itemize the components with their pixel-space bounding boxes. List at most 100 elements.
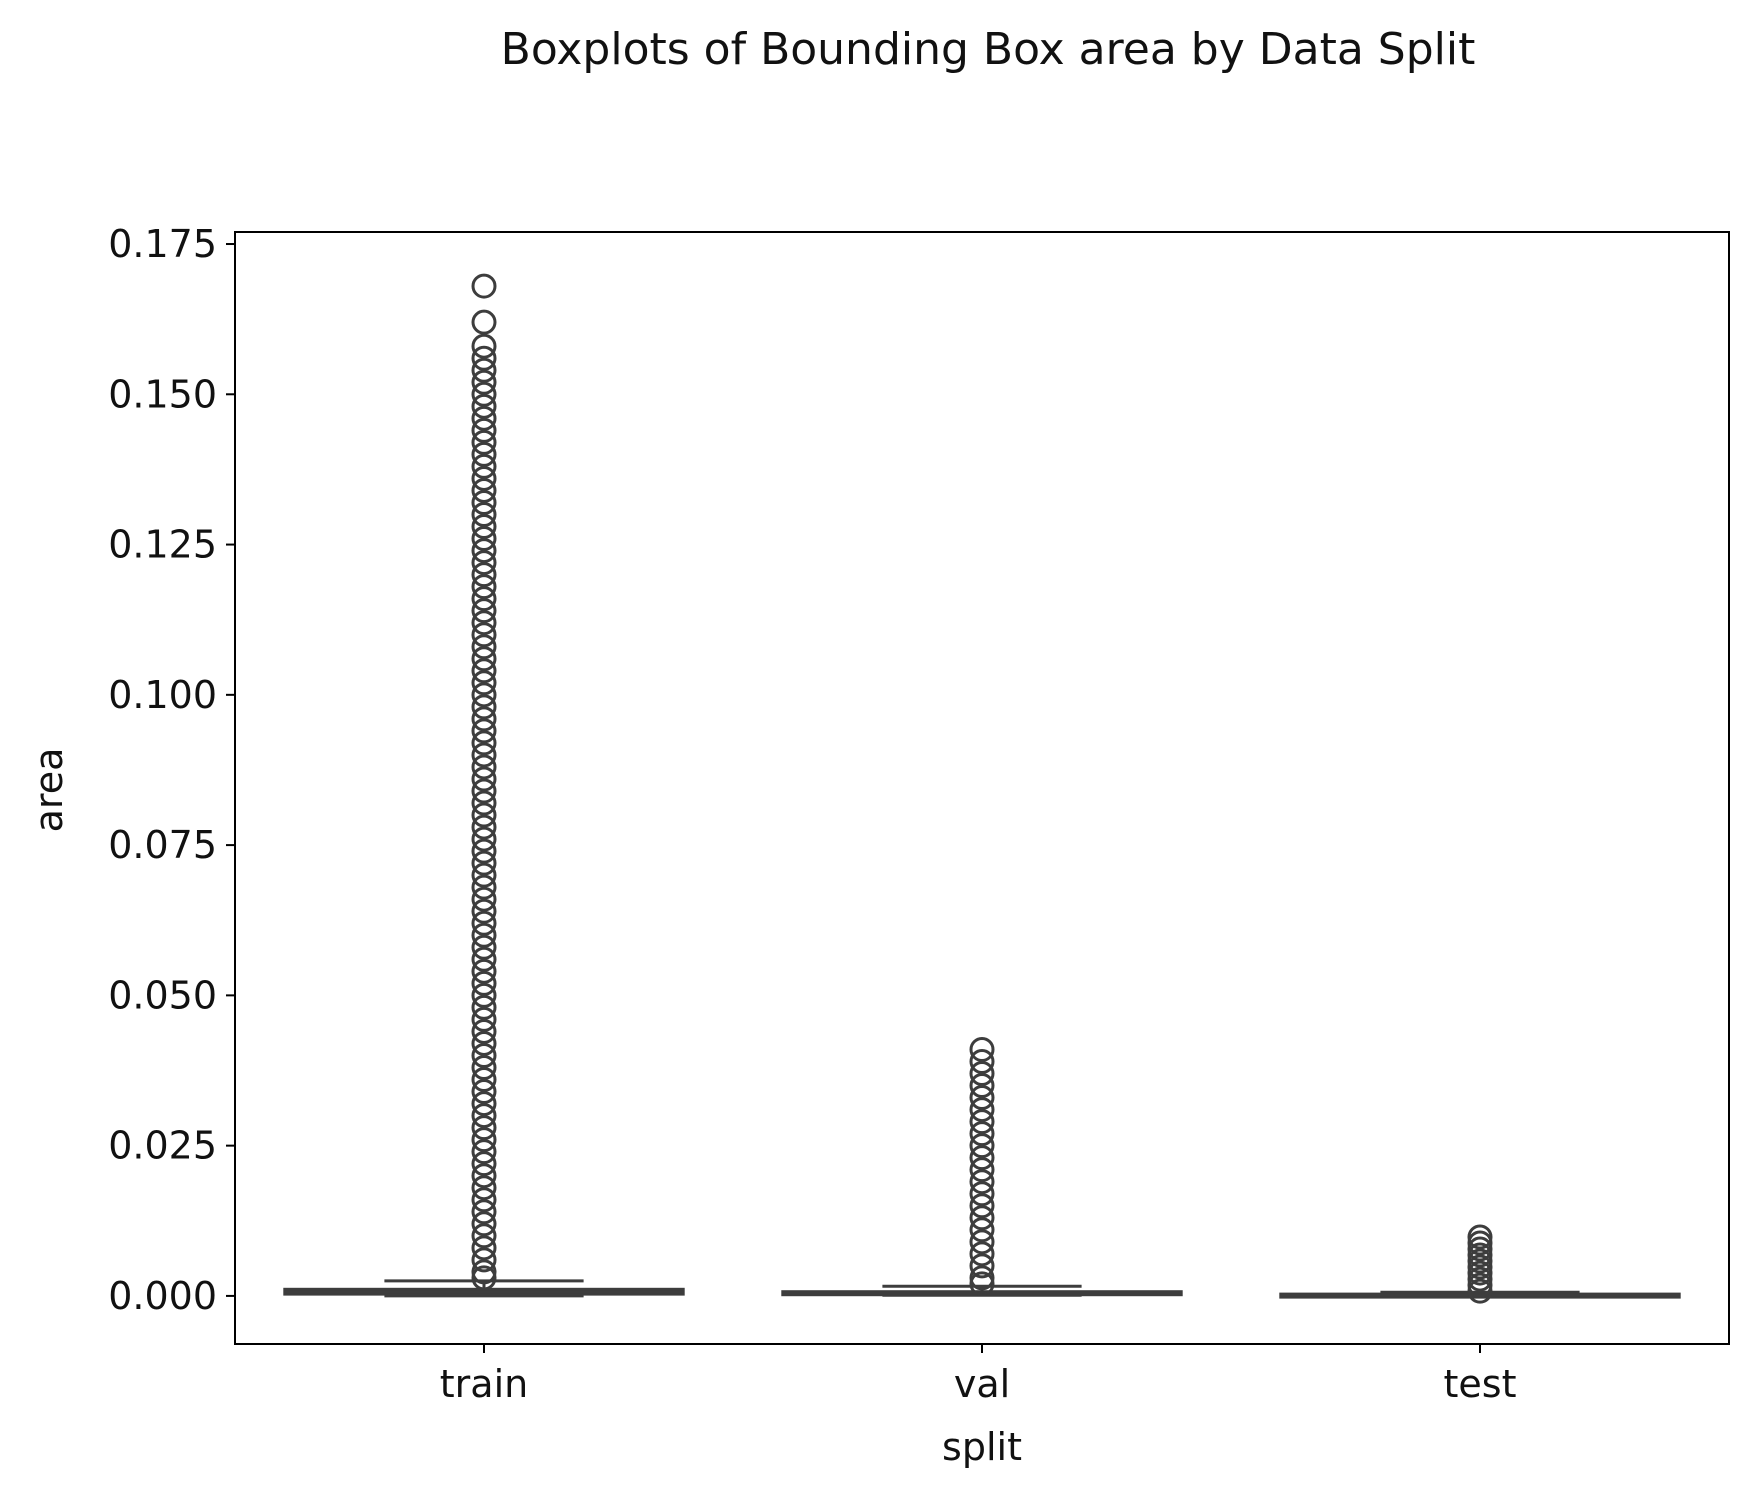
outlier-point [969, 1157, 995, 1183]
outlier-point [471, 1175, 497, 1201]
outlier-point [471, 489, 497, 515]
outlier-point [471, 706, 497, 732]
y-axis-label: area [27, 748, 71, 833]
outlier-point [471, 670, 497, 696]
box-test [1279, 1224, 1681, 1304]
outlier-point [471, 622, 497, 648]
outlier-point [471, 1018, 497, 1044]
outlier-point [471, 694, 497, 720]
plot-frame [234, 231, 1730, 1345]
outlier-point [969, 1097, 995, 1123]
outlier-point [471, 850, 497, 876]
outlier-point [471, 369, 497, 395]
outlier-point [471, 429, 497, 455]
outlier-point [471, 1115, 497, 1141]
outlier-point [471, 538, 497, 564]
outlier-point [471, 1067, 497, 1093]
outlier-point [471, 910, 497, 936]
y-tick-label: 0.150 [108, 372, 217, 416]
outlier-point [1467, 1248, 1493, 1274]
outlier-point [471, 1235, 497, 1261]
outlier-point [471, 754, 497, 780]
outlier-point [471, 994, 497, 1020]
outlier-point [471, 814, 497, 840]
outlier-point [969, 1217, 995, 1243]
outlier-point [471, 514, 497, 540]
outlier-point [471, 357, 497, 383]
outlier-point [471, 598, 497, 624]
outlier-point [471, 309, 497, 335]
outlier-point [969, 1205, 995, 1231]
outlier-point [471, 405, 497, 431]
outlier-point [969, 1036, 995, 1062]
y-axis: 0.000 0.025 0.050 0.075 0.100 0.125 0.150 0.175 [108, 222, 235, 1318]
outlier-point [969, 1253, 995, 1279]
outlier-point [471, 526, 497, 552]
outlier-point [1467, 1260, 1493, 1286]
y-tick-label: 0.000 [108, 1274, 217, 1318]
outlier-point [471, 838, 497, 864]
outlier-point [471, 465, 497, 491]
box-train [283, 273, 685, 1298]
outlier-point [1467, 1242, 1493, 1268]
x-axis-label: split [942, 1425, 1022, 1469]
outlier-point [471, 1247, 497, 1273]
outlier-point [969, 1229, 995, 1255]
outlier-point [969, 1133, 995, 1159]
outlier-point [471, 1163, 497, 1189]
outlier-point [471, 574, 497, 600]
outlier-point [471, 778, 497, 804]
outlier-point [471, 453, 497, 479]
outlier-point [471, 586, 497, 612]
chart-title: Boxplots of Bounding Box area by Data Sp… [501, 24, 1476, 75]
outlier-point [471, 1187, 497, 1213]
outlier-point [471, 417, 497, 443]
outlier-point [471, 862, 497, 888]
outlier-point [471, 718, 497, 744]
outlier-point [471, 333, 497, 359]
outlier-point [471, 1042, 497, 1068]
y-tick-label: 0.175 [108, 222, 217, 266]
outlier-point [471, 1055, 497, 1081]
outlier-point [471, 1079, 497, 1105]
outlier-point [969, 1265, 995, 1291]
x-tick-label: val [954, 1362, 1010, 1406]
outlier-point [471, 610, 497, 636]
outlier-point [471, 381, 497, 407]
outlier-point [471, 1127, 497, 1153]
outlier-point [471, 1103, 497, 1129]
outlier-point [471, 730, 497, 756]
outlier-point [471, 1199, 497, 1225]
outlier-point [969, 1271, 995, 1297]
y-tick-label: 0.050 [108, 973, 217, 1017]
outlier-point [969, 1169, 995, 1195]
outlier-point [969, 1145, 995, 1171]
y-tick-label: 0.100 [108, 673, 217, 717]
outlier-point [471, 1211, 497, 1237]
outlier-point [1467, 1230, 1493, 1256]
outlier-point [1467, 1254, 1493, 1280]
outlier-point [471, 477, 497, 503]
outlier-point [471, 898, 497, 924]
outlier-point [471, 802, 497, 828]
boxes-layer [283, 273, 1681, 1304]
outlier-point [471, 1091, 497, 1117]
outlier-point [969, 1121, 995, 1147]
outlier-point [471, 1139, 497, 1165]
outlier-point [471, 562, 497, 588]
outlier-point [471, 742, 497, 768]
outlier-point [471, 658, 497, 684]
outlier-point [1467, 1266, 1493, 1292]
outlier-point [471, 502, 497, 528]
outlier-point [969, 1048, 995, 1074]
outlier-point [969, 1181, 995, 1207]
outlier-point [471, 646, 497, 672]
outlier-point [969, 1109, 995, 1135]
outlier-point [969, 1073, 995, 1099]
box-val [781, 1036, 1183, 1297]
outlier-point [471, 273, 497, 299]
outlier-point [471, 982, 497, 1008]
x-tick-label: train [440, 1362, 528, 1406]
outlier-point [471, 1006, 497, 1032]
